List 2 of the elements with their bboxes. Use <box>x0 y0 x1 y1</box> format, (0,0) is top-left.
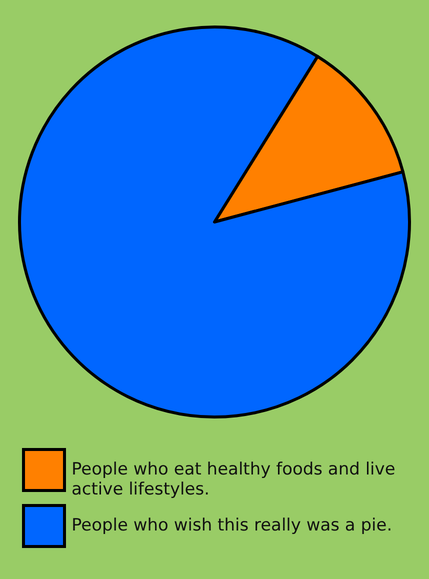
legend-label: People who eat healthy foods and live active lifestyles. <box>72 459 396 500</box>
legend-label: People who wish this really was a pie. <box>72 515 392 536</box>
